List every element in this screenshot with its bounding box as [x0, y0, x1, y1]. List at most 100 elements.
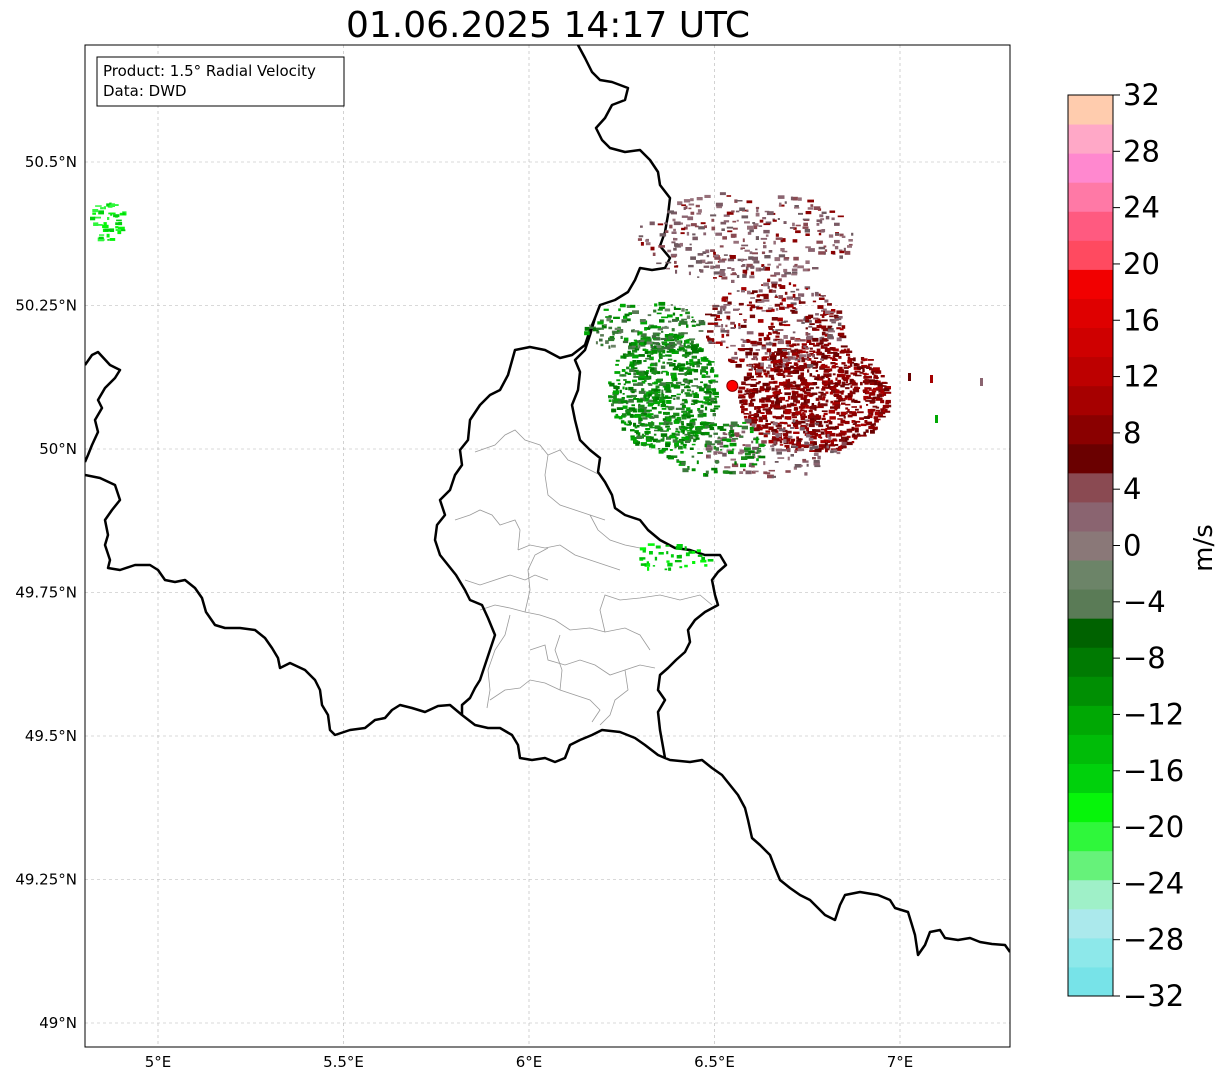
colorbar-tick-label: −12 [1123, 697, 1184, 731]
echo-pixel [833, 384, 839, 387]
echo-pixel [772, 331, 778, 334]
echo-pixel [707, 450, 712, 453]
echo-pixel [680, 391, 683, 394]
echo-pixel [655, 362, 658, 367]
echo-pixel [826, 373, 832, 377]
echo-pixel [638, 405, 641, 409]
echo-pixel [646, 370, 649, 372]
echo-pixel [782, 370, 786, 374]
echo-pixel [698, 226, 705, 230]
echo-pixel [682, 367, 689, 370]
echo-pixel [745, 383, 751, 386]
echo-pixel [799, 426, 805, 431]
echo-pixel [834, 382, 839, 386]
echo-pixel [638, 377, 645, 381]
echo-pixel [647, 543, 655, 546]
echo-pixel [653, 342, 660, 345]
echo-pixel [646, 561, 649, 565]
echo-pixel [758, 381, 761, 384]
echo-pixel [809, 323, 815, 325]
echo-pixel [684, 351, 691, 356]
echo-pixel [775, 237, 783, 240]
echo-pixel [682, 354, 690, 357]
echo-pixel [772, 219, 777, 222]
echo-pixel [597, 321, 604, 325]
echo-pixel [831, 217, 835, 221]
echo-pixel [90, 216, 96, 221]
echo-pixel [673, 307, 681, 310]
echo-pixel [833, 318, 837, 322]
echo-pixel [740, 338, 744, 341]
echo-pixel [671, 241, 676, 244]
echo-pixel [752, 446, 759, 450]
echo-pixel [792, 196, 798, 201]
echo-pixel [796, 364, 799, 368]
echo-pixel [814, 407, 817, 411]
echo-pixel [851, 361, 855, 364]
echo-pixel [614, 327, 621, 330]
echo-pixel [809, 350, 816, 353]
echo-pixel [855, 420, 861, 423]
echo-pixel [648, 399, 655, 403]
echo-pixel [794, 427, 799, 429]
echo-pixel [705, 447, 713, 451]
echo-pixel [755, 357, 758, 361]
echo-pixel [793, 391, 799, 395]
echo-pixel [736, 274, 740, 278]
echo-pixel [833, 353, 840, 357]
echo-pixel [835, 390, 839, 394]
echo-pixel [696, 361, 701, 364]
echo-pixel [761, 356, 768, 361]
radar-site-marker [726, 379, 739, 392]
echo-pixel [665, 382, 673, 384]
echo-pixel [781, 349, 787, 352]
echo-pixel [768, 332, 772, 336]
echo-pixel [693, 369, 699, 373]
echo-pixel [677, 201, 683, 206]
echo-pixel [751, 470, 756, 474]
echo-pixel [930, 375, 933, 383]
echo-pixel [780, 360, 783, 364]
echo-pixel [818, 342, 824, 345]
echo-pixel [732, 437, 739, 440]
echo-pixel [649, 356, 654, 361]
echo-pixel [773, 380, 778, 384]
echo-pixel [713, 277, 717, 279]
echo-pixel [761, 369, 767, 371]
echo-pixel [684, 372, 687, 376]
echo-pixel [846, 350, 853, 353]
echo-pixel [644, 327, 648, 331]
echo-pixel [842, 444, 846, 449]
echo-pixel [764, 266, 770, 271]
echo-pixel [744, 418, 752, 423]
echo-pixel [758, 268, 766, 271]
echo-pixel [707, 322, 714, 325]
echo-pixel [681, 332, 688, 335]
echo-pixel [775, 233, 779, 237]
echo-pixel [765, 389, 770, 393]
echo-pixel [743, 413, 749, 415]
echo-pixel [800, 418, 806, 421]
echo-pixel [596, 330, 600, 334]
echo-pixel [647, 563, 650, 566]
echo-pixel [790, 336, 795, 340]
echo-pixel [624, 423, 628, 426]
echo-pixel [790, 381, 797, 384]
echo-pixel [739, 435, 744, 438]
echo-pixel [783, 436, 788, 440]
echo-pixel [734, 324, 736, 329]
product-info-box: Product: 1.5° Radial Velocity Data: DWD [96, 56, 345, 107]
echo-pixel [635, 414, 641, 418]
echo-pixel [805, 233, 810, 236]
echo-pixel [656, 439, 661, 442]
echo-pixel [818, 232, 822, 236]
echo-pixel [872, 427, 877, 431]
echo-pixel [99, 238, 105, 241]
echo-pixel [759, 387, 765, 392]
echo-pixel [787, 356, 794, 359]
echo-pixel [786, 348, 792, 350]
echo-pixel [693, 344, 698, 347]
echo-pixel [717, 437, 725, 440]
echo-pixel [844, 395, 849, 399]
colorbar-segment [1068, 589, 1113, 619]
